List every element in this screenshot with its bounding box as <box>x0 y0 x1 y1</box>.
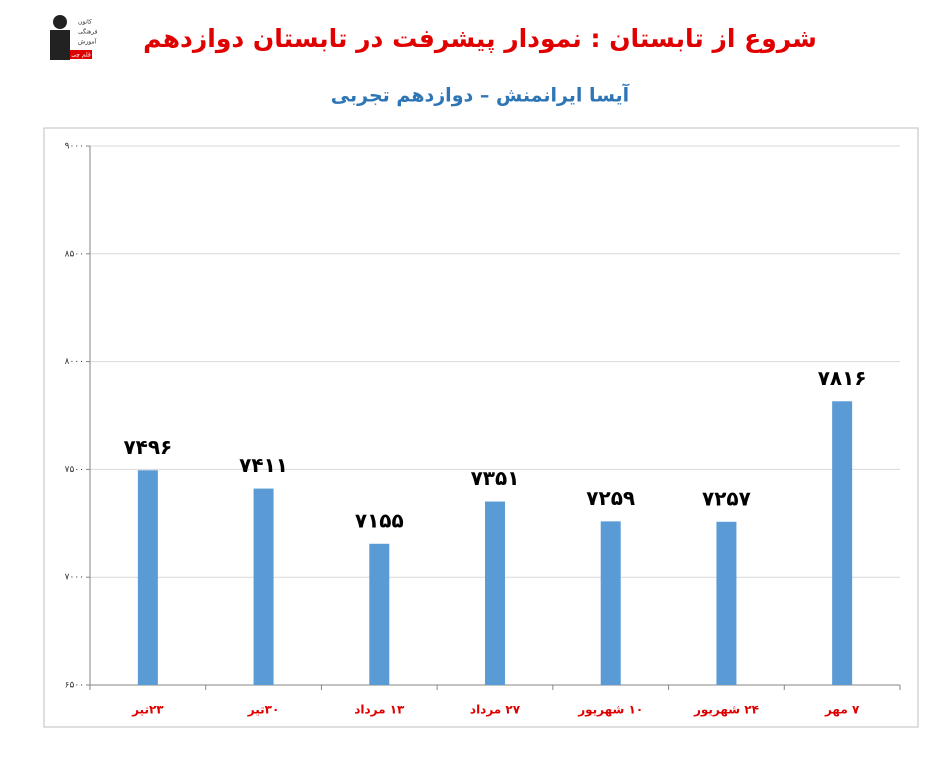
bar <box>485 501 505 685</box>
logo-body <box>50 30 70 60</box>
x-tick-label: ۱۳ مرداد <box>354 703 405 717</box>
bar <box>253 488 274 685</box>
x-tick-label: ۲۳تیر <box>131 703 164 717</box>
logo-badge <box>70 50 92 59</box>
value-label: ۷۲۵۷ <box>702 486 751 510</box>
value-label: ۷۴۹۶ <box>123 435 172 459</box>
chart-subtitle: آیسا ایرانمنش – دوازدهم تجربی <box>331 83 630 107</box>
logo-head <box>53 15 67 29</box>
value-label: ۷۳۵۱ <box>471 466 520 490</box>
y-tick-label: ۷۵۰۰ <box>65 465 84 475</box>
y-tick-label: ۸۰۰۰ <box>65 357 84 367</box>
logo-text: فرهنگی <box>78 28 98 36</box>
value-label: ۷۱۵۵ <box>355 508 404 532</box>
y-tick-label: ۸۵۰۰ <box>65 249 84 259</box>
x-tick-label: ۳۰تیر <box>247 703 280 717</box>
bar <box>369 543 390 685</box>
logo-text: قلم چی <box>71 52 91 59</box>
bar <box>600 521 621 685</box>
x-tick-label: ۲۷ مرداد <box>470 703 521 717</box>
y-tick-label: ۷۰۰۰ <box>65 573 84 583</box>
logo-text: کانون <box>78 19 92 26</box>
chart-title: شروع از تابستان : نمودار پیشرفت در تابست… <box>143 24 817 54</box>
value-label: ۷۲۵۹ <box>586 486 635 510</box>
value-label: ۷۴۱۱ <box>239 453 288 477</box>
y-tick-label: ۶۵۰۰ <box>65 681 84 691</box>
bar <box>137 470 158 685</box>
chart-frame <box>43 127 919 728</box>
x-tick-label: ۱۰ شهریور <box>577 703 643 718</box>
x-tick-label: ۲۴ شهریور <box>693 703 759 718</box>
bar <box>832 401 853 685</box>
x-tick-label: ۷ مهر <box>824 703 860 717</box>
bar <box>716 521 737 685</box>
logo-text: آموزش <box>78 37 97 46</box>
value-label: ۷۸۱۶ <box>818 366 867 390</box>
y-tick-label: ۹۰۰۰ <box>65 142 84 152</box>
logo: کانون فرهنگی آموزش قلم چی <box>50 15 98 60</box>
